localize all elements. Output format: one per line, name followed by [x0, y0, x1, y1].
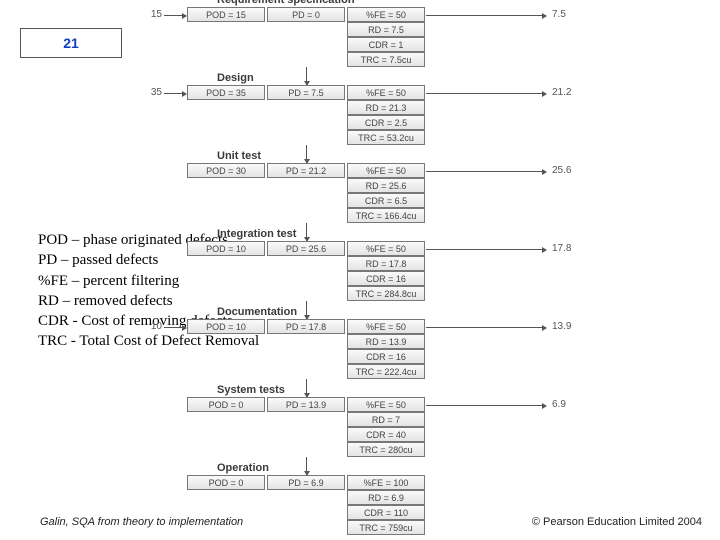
- metric-cell: CDR = 6.5: [347, 193, 425, 208]
- arrow-down: [306, 67, 307, 85]
- metric-cell: %FE = 50: [347, 319, 425, 334]
- metric-cell: CDR = 2.5: [347, 115, 425, 130]
- pd-cell: PD = 6.9: [267, 475, 345, 490]
- arrow-down: [306, 301, 307, 319]
- pd-cell: PD = 13.9: [267, 397, 345, 412]
- metric-cell: RD = 17.8: [347, 256, 425, 271]
- metric-cell: %FE = 50: [347, 163, 425, 178]
- arrow-down: [306, 457, 307, 475]
- phase-title: Integration test: [217, 228, 296, 240]
- metric-cell: TRC = 53.2cu: [347, 130, 425, 145]
- arrow-out: [426, 405, 546, 406]
- metric-cell: TRC = 166.4cu: [347, 208, 425, 223]
- defect-flow-diagram: Requirement specification15POD = 15PD = …: [122, 0, 720, 534]
- metric-cell: %FE = 100: [347, 475, 425, 490]
- metric-cell: CDR = 16: [347, 349, 425, 364]
- slide-number-box: 21: [20, 28, 122, 58]
- footer-right: © Pearson Education Limited 2004: [532, 516, 702, 528]
- metric-cell: TRC = 7.5cu: [347, 52, 425, 67]
- arrow-out: [426, 249, 546, 250]
- pod-cell: POD = 0: [187, 475, 265, 490]
- output-value: 21.2: [552, 87, 592, 98]
- arrow-out: [426, 327, 546, 328]
- phase-title: Documentation: [217, 306, 297, 318]
- arrow-in: [164, 327, 186, 328]
- pod-cell: POD = 10: [187, 241, 265, 256]
- input-value: 10: [134, 321, 162, 332]
- pd-cell: PD = 25.6: [267, 241, 345, 256]
- metric-cell: %FE = 50: [347, 397, 425, 412]
- phase-title: Operation: [217, 462, 269, 474]
- metric-cell: CDR = 110: [347, 505, 425, 520]
- metric-cell: TRC = 222.4cu: [347, 364, 425, 379]
- metric-cell: RD = 21.3: [347, 100, 425, 115]
- phase-title: System tests: [217, 384, 285, 396]
- pod-cell: POD = 10: [187, 319, 265, 334]
- arrow-out: [426, 15, 546, 16]
- metric-cell: CDR = 40: [347, 427, 425, 442]
- pod-cell: POD = 30: [187, 163, 265, 178]
- metric-cell: TRC = 280cu: [347, 442, 425, 457]
- metric-cell: RD = 6.9: [347, 490, 425, 505]
- pd-cell: PD = 21.2: [267, 163, 345, 178]
- output-value: 17.8: [552, 243, 592, 254]
- metric-cell: TRC = 284.8cu: [347, 286, 425, 301]
- pd-cell: PD = 17.8: [267, 319, 345, 334]
- arrow-down: [306, 145, 307, 163]
- pd-cell: PD = 0: [267, 7, 345, 22]
- metric-cell: RD = 7.5: [347, 22, 425, 37]
- arrow-in: [164, 15, 186, 16]
- metric-cell: CDR = 1: [347, 37, 425, 52]
- slide-number: 21: [63, 35, 79, 51]
- pod-cell: POD = 0: [187, 397, 265, 412]
- output-value: 7.5: [552, 9, 592, 20]
- arrow-down: [306, 223, 307, 241]
- metric-cell: TRC = 759cu: [347, 520, 425, 535]
- metric-cell: %FE = 50: [347, 7, 425, 22]
- output-value: 25.6: [552, 165, 592, 176]
- pd-cell: PD = 7.5: [267, 85, 345, 100]
- arrow-down: [306, 379, 307, 397]
- arrow-out: [426, 171, 546, 172]
- output-value: 6.9: [552, 399, 592, 410]
- metric-cell: %FE = 50: [347, 241, 425, 256]
- metric-cell: RD = 13.9: [347, 334, 425, 349]
- metric-cell: RD = 25.6: [347, 178, 425, 193]
- metric-cell: RD = 7: [347, 412, 425, 427]
- phase-title: Design: [217, 72, 254, 84]
- phase-title: Unit test: [217, 150, 261, 162]
- metric-cell: CDR = 16: [347, 271, 425, 286]
- output-value: 13.9: [552, 321, 592, 332]
- metric-cell: %FE = 50: [347, 85, 425, 100]
- arrow-in: [164, 93, 186, 94]
- input-value: 15: [134, 9, 162, 20]
- arrow-out: [426, 93, 546, 94]
- input-value: 35: [134, 87, 162, 98]
- phase-title: Requirement specification: [217, 0, 355, 6]
- pod-cell: POD = 15: [187, 7, 265, 22]
- footer-left: Galin, SQA from theory to implementation: [40, 516, 243, 528]
- pod-cell: POD = 35: [187, 85, 265, 100]
